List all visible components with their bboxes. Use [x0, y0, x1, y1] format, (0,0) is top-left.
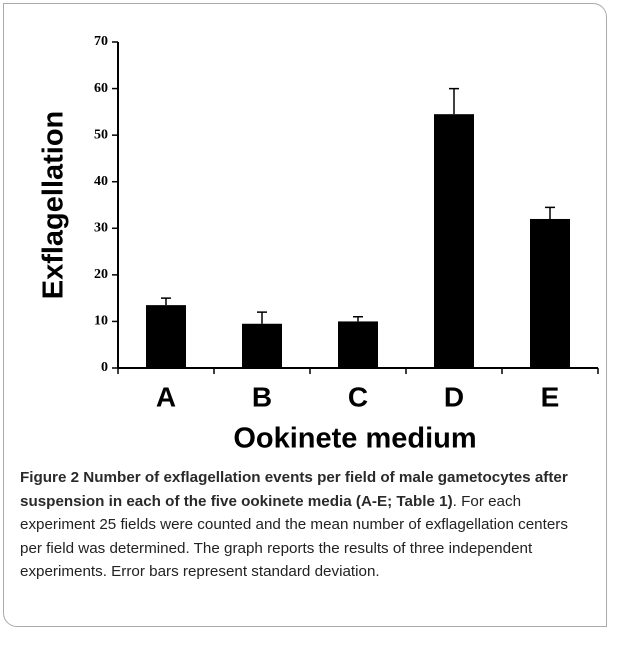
x-tick-label: D	[444, 381, 464, 412]
error-bar	[257, 311, 267, 324]
figure-frame	[3, 3, 607, 627]
y-tick-label: 20	[94, 267, 108, 282]
bar	[146, 305, 186, 368]
y-tick-label: 30	[94, 221, 108, 236]
error-bar	[449, 87, 459, 115]
caption-bold: Figure 2 Number of exflagellation events…	[20, 469, 568, 510]
error-bar	[545, 206, 555, 219]
x-tick-label: C	[348, 381, 368, 412]
x-tick-label: A	[156, 381, 176, 412]
x-tick-label: E	[541, 381, 560, 412]
caption-text: . For each experiment 25 fields were cou…	[20, 492, 568, 581]
bar	[434, 114, 474, 368]
error-bar	[161, 297, 171, 306]
y-tick-label: 70	[94, 34, 108, 49]
y-tick-label: 40	[94, 174, 108, 189]
y-tick-label: 0	[101, 360, 108, 375]
bar	[242, 323, 282, 368]
x-tick-label: B	[252, 381, 272, 412]
y-tick-label: 10	[94, 314, 108, 329]
y-tick-label: 60	[94, 81, 108, 96]
chart: Exflagellation Ookinete medium 0 10 20 30 40…	[38, 34, 599, 455]
x-axis-title: Ookinete medium	[233, 423, 476, 455]
error-bar	[353, 316, 363, 322]
bar	[338, 321, 378, 368]
caption: Figure 2 Number of exflagellation events…	[20, 466, 580, 584]
y-tick-label: 50	[94, 127, 108, 142]
bar	[530, 218, 570, 368]
y-axis-title: Exflagellation	[38, 111, 70, 300]
